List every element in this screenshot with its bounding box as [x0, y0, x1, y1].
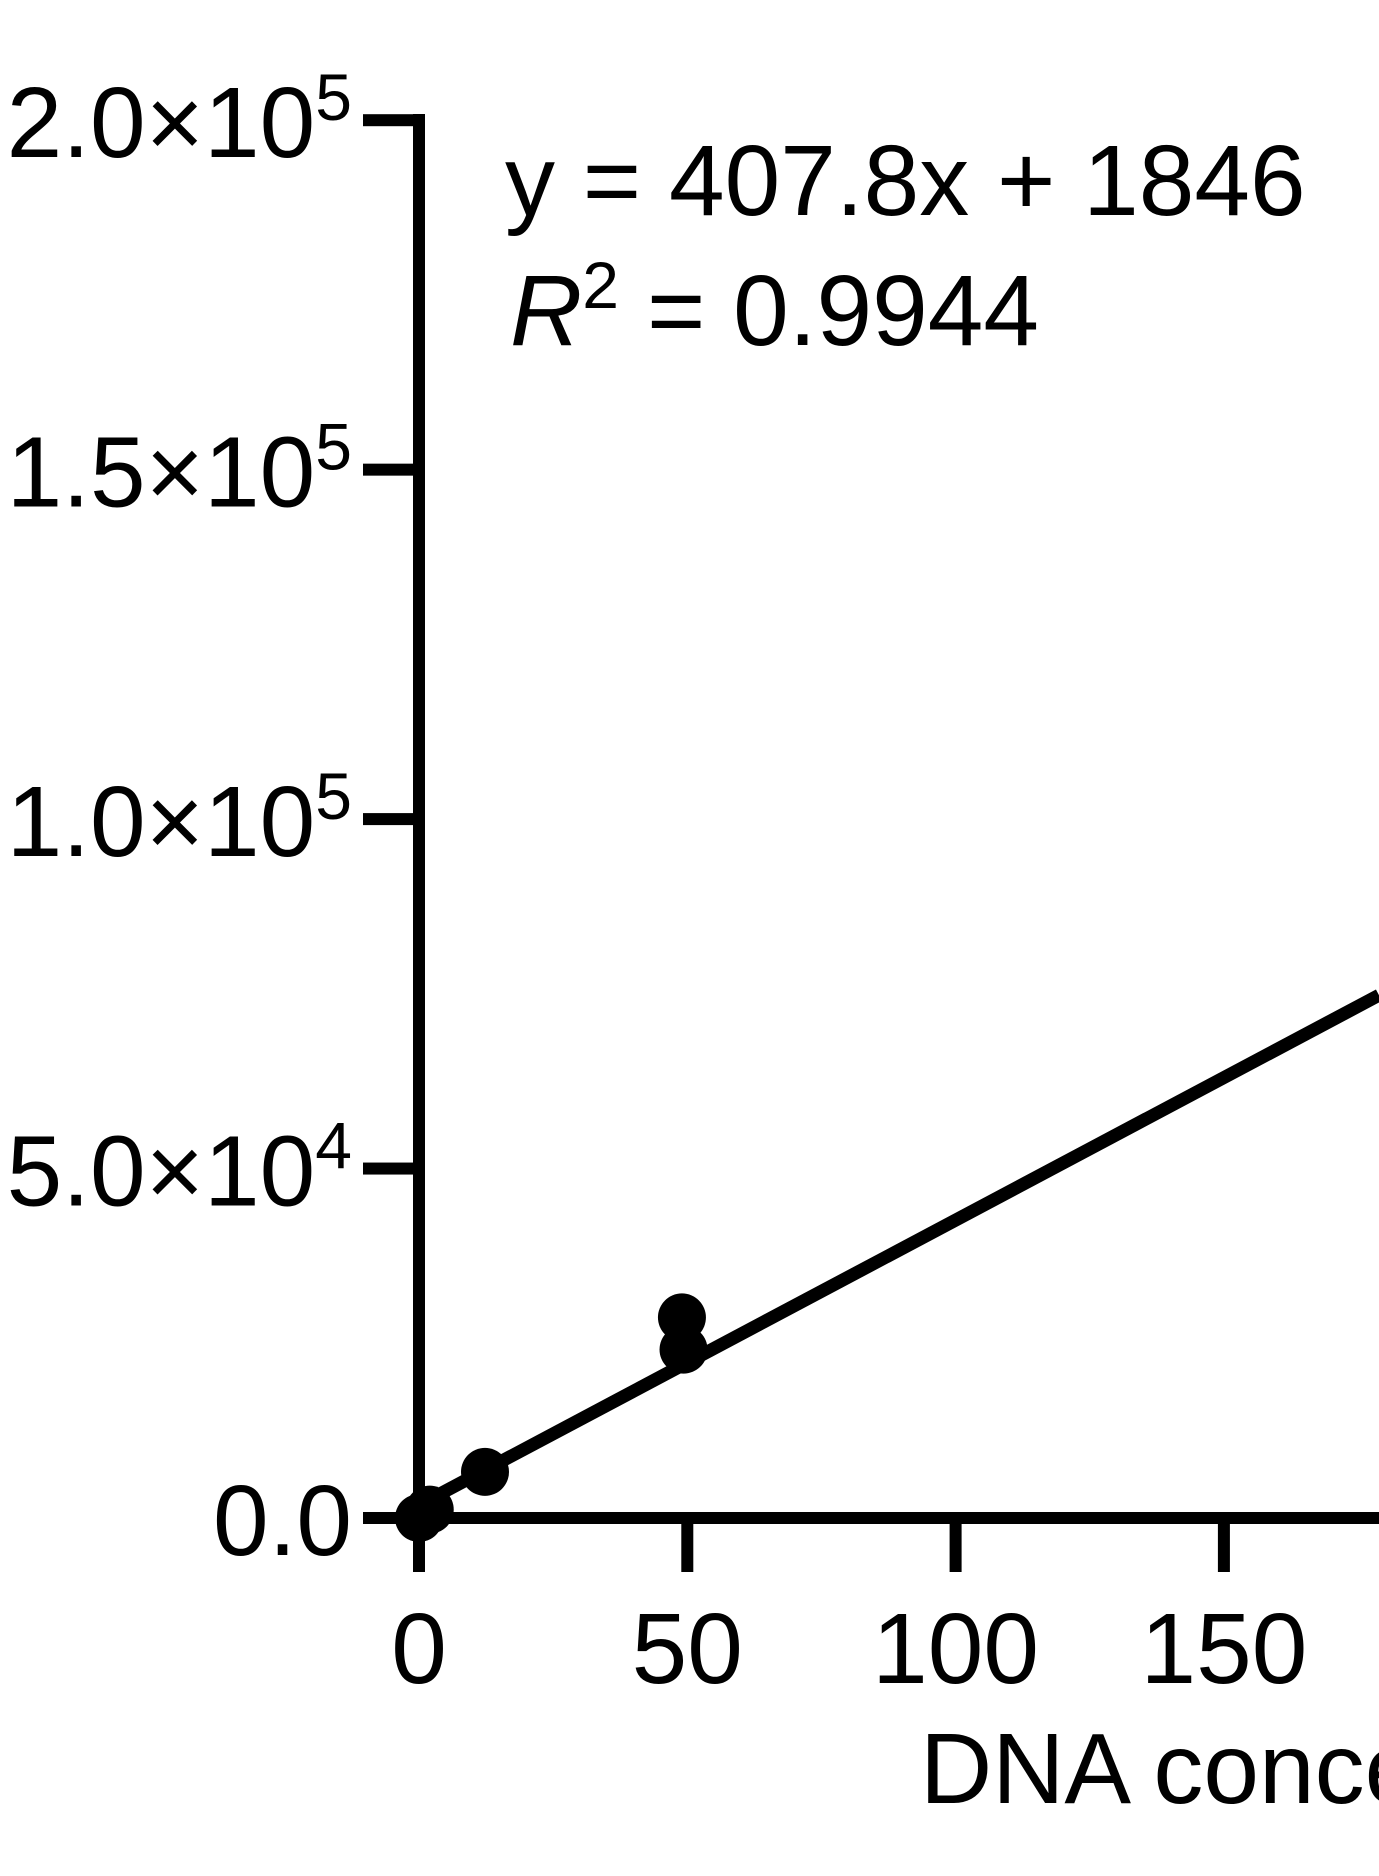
regression-line — [415, 989, 1379, 1511]
x-axis-tick-labels: 0 50 100 150 — [391, 1593, 1307, 1705]
y-tick-label: 1.5×105 — [7, 410, 352, 529]
x-axis-line — [413, 1512, 1379, 1524]
equation-label: y = 407.8x + 1846 — [505, 125, 1306, 237]
x-tick-label: 150 — [1140, 1593, 1307, 1705]
y-tick-label: 5.0×104 — [7, 1109, 352, 1228]
x-tick — [1217, 1524, 1230, 1572]
y-tick — [363, 813, 413, 826]
y-tick-label: 2.0×105 — [7, 60, 352, 179]
y-tick-label: 1.0×105 — [7, 759, 352, 878]
data-point — [461, 1447, 510, 1496]
y-axis-ticks — [363, 114, 413, 1524]
r-squared-label: R2 = 0.9944 — [510, 248, 1039, 367]
y-tick — [363, 114, 413, 127]
data-points — [395, 1293, 708, 1542]
y-tick — [363, 1162, 413, 1175]
r-squared-variable: R — [510, 255, 582, 367]
y-tick — [363, 463, 413, 476]
y-axis-line — [413, 114, 425, 1524]
x-tick-label: 50 — [632, 1593, 743, 1705]
r-squared-value: = 0.9944 — [647, 255, 1039, 367]
x-axis-title: DNA conce — [920, 1713, 1379, 1825]
x-tick-label: 100 — [872, 1593, 1039, 1705]
x-tick — [949, 1524, 962, 1572]
y-tick-label: 0.0 — [213, 1465, 352, 1577]
data-point — [405, 1485, 454, 1534]
r-squared-superscript: 2 — [582, 248, 619, 322]
x-axis-ticks — [413, 1524, 1230, 1572]
x-tick — [681, 1524, 694, 1572]
y-axis-tick-labels: 0.0 5.0×104 1.0×105 1.5×105 2.0×105 — [7, 60, 352, 1577]
x-tick-label: 0 — [391, 1593, 447, 1705]
data-point — [659, 1325, 708, 1374]
